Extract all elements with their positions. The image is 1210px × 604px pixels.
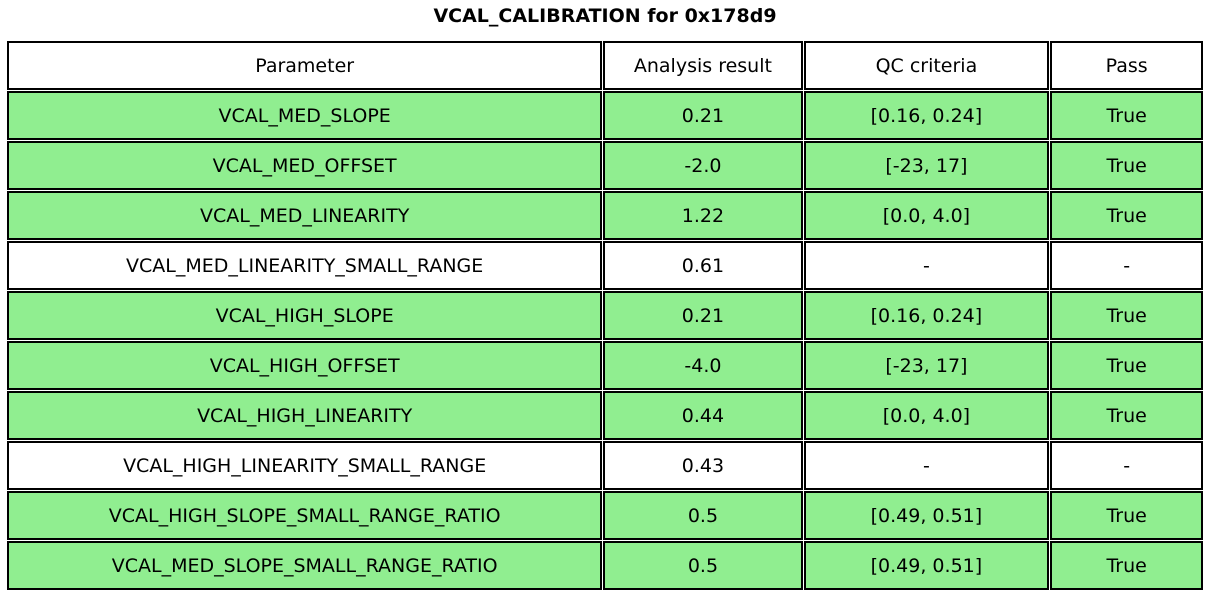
analysis-result-cell: 0.44	[603, 391, 803, 440]
table-row: VCAL_HIGH_SLOPE 0.21 [0.16, 0.24] True	[7, 291, 1203, 340]
table-row: VCAL_MED_OFFSET -2.0 [-23, 17] True	[7, 141, 1203, 190]
pass-cell: True	[1050, 391, 1203, 440]
qc-criteria-cell: [-23, 17]	[803, 141, 1050, 190]
page-title: VCAL_CALIBRATION for 0x178d9	[433, 5, 777, 27]
table-row: VCAL_HIGH_LINEARITY_SMALL_RANGE 0.43 - -	[7, 441, 1203, 490]
pass-cell: -	[1050, 441, 1203, 490]
table-row: VCAL_MED_SLOPE 0.21 [0.16, 0.24] True	[7, 91, 1203, 140]
analysis-result-cell: -4.0	[603, 341, 803, 390]
analysis-result-cell: 0.43	[603, 441, 803, 490]
analysis-result-cell: 0.61	[603, 241, 803, 290]
qc-criteria-cell: -	[803, 241, 1050, 290]
table-row: VCAL_HIGH_OFFSET -4.0 [-23, 17] True	[7, 341, 1203, 390]
parameter-cell: VCAL_HIGH_SLOPE_SMALL_RANGE_RATIO	[7, 491, 603, 540]
column-header-analysis-result: Analysis result	[603, 41, 803, 90]
table-row: VCAL_MED_LINEARITY_SMALL_RANGE 0.61 - -	[7, 241, 1203, 290]
qc-results-table: Parameter Analysis result QC criteria Pa…	[6, 40, 1204, 591]
analysis-result-cell: 1.22	[603, 191, 803, 240]
parameter-cell: VCAL_MED_OFFSET	[7, 141, 603, 190]
qc-criteria-cell: [-23, 17]	[803, 341, 1050, 390]
pass-cell: -	[1050, 241, 1203, 290]
parameter-cell: VCAL_HIGH_LINEARITY_SMALL_RANGE	[7, 441, 603, 490]
pass-cell: True	[1050, 291, 1203, 340]
qc-criteria-cell: -	[803, 441, 1050, 490]
parameter-cell: VCAL_MED_SLOPE	[7, 91, 603, 140]
qc-criteria-cell: [0.16, 0.24]	[803, 291, 1050, 340]
analysis-result-cell: 0.5	[603, 491, 803, 540]
pass-cell: True	[1050, 491, 1203, 540]
pass-cell: True	[1050, 541, 1203, 590]
pass-cell: True	[1050, 341, 1203, 390]
qc-criteria-cell: [0.49, 0.51]	[803, 491, 1050, 540]
column-header-pass: Pass	[1050, 41, 1203, 90]
pass-cell: True	[1050, 91, 1203, 140]
parameter-cell: VCAL_MED_LINEARITY_SMALL_RANGE	[7, 241, 603, 290]
qc-criteria-cell: [0.16, 0.24]	[803, 91, 1050, 140]
table-row: VCAL_HIGH_SLOPE_SMALL_RANGE_RATIO 0.5 [0…	[7, 491, 1203, 540]
parameter-cell: VCAL_HIGH_SLOPE	[7, 291, 603, 340]
qc-criteria-cell: [0.0, 4.0]	[803, 191, 1050, 240]
parameter-cell: VCAL_HIGH_LINEARITY	[7, 391, 603, 440]
column-header-qc-criteria: QC criteria	[803, 41, 1050, 90]
pass-cell: True	[1050, 191, 1203, 240]
parameter-cell: VCAL_MED_SLOPE_SMALL_RANGE_RATIO	[7, 541, 603, 590]
table-row: VCAL_HIGH_LINEARITY 0.44 [0.0, 4.0] True	[7, 391, 1203, 440]
column-header-parameter: Parameter	[7, 41, 603, 90]
analysis-result-cell: 0.21	[603, 291, 803, 340]
qc-criteria-cell: [0.49, 0.51]	[803, 541, 1050, 590]
analysis-result-cell: -2.0	[603, 141, 803, 190]
analysis-result-cell: 0.21	[603, 91, 803, 140]
table-row: VCAL_MED_LINEARITY 1.22 [0.0, 4.0] True	[7, 191, 1203, 240]
table-header-row: Parameter Analysis result QC criteria Pa…	[7, 41, 1203, 90]
analysis-result-cell: 0.5	[603, 541, 803, 590]
parameter-cell: VCAL_HIGH_OFFSET	[7, 341, 603, 390]
table-row: VCAL_MED_SLOPE_SMALL_RANGE_RATIO 0.5 [0.…	[7, 541, 1203, 590]
qc-criteria-cell: [0.0, 4.0]	[803, 391, 1050, 440]
parameter-cell: VCAL_MED_LINEARITY	[7, 191, 603, 240]
pass-cell: True	[1050, 141, 1203, 190]
